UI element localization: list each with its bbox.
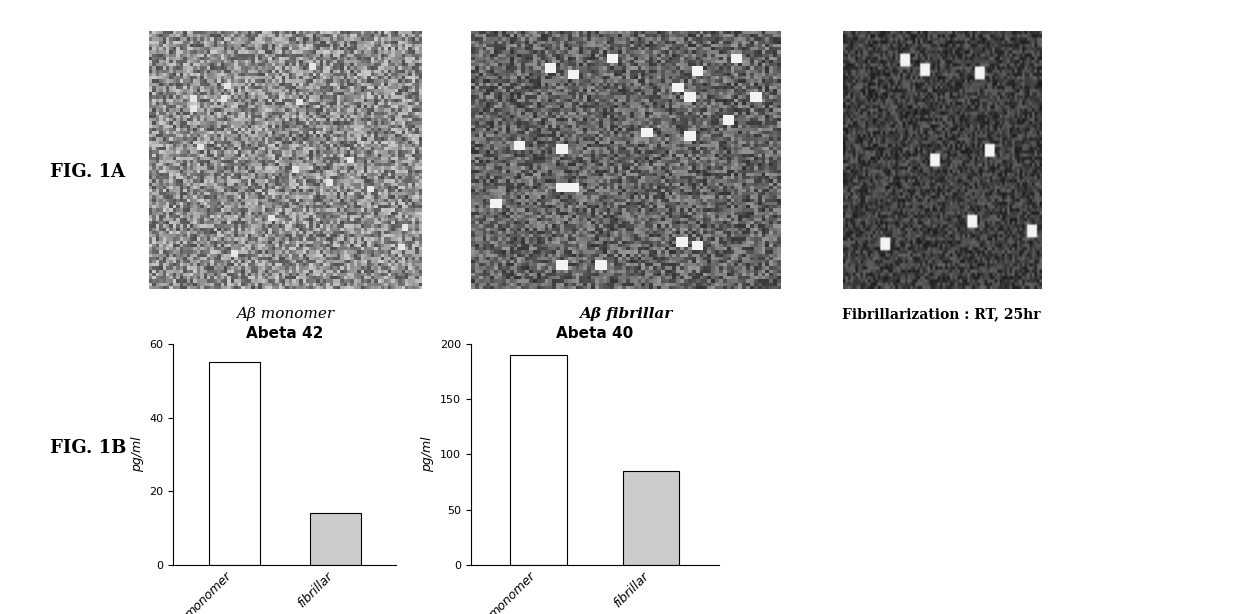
Text: Aβ fibrillar: Aβ fibrillar bbox=[579, 307, 673, 321]
Bar bbox=[209, 362, 260, 565]
Title: Abeta 40: Abeta 40 bbox=[556, 326, 633, 341]
Bar bbox=[623, 471, 679, 565]
Y-axis label: pg/ml: pg/ml bbox=[421, 437, 435, 472]
Text: Fibrillarization : RT, 25hr: Fibrillarization : RT, 25hr bbox=[843, 307, 1041, 321]
Text: FIG. 1A: FIG. 1A bbox=[50, 163, 125, 181]
Text: Aβ monomer: Aβ monomer bbox=[235, 307, 335, 321]
Title: Abeta 42: Abeta 42 bbox=[247, 326, 323, 341]
Bar bbox=[510, 355, 566, 565]
Text: FIG. 1B: FIG. 1B bbox=[50, 439, 126, 457]
Y-axis label: pg/ml: pg/ml bbox=[131, 437, 144, 472]
Bar bbox=[310, 513, 361, 565]
